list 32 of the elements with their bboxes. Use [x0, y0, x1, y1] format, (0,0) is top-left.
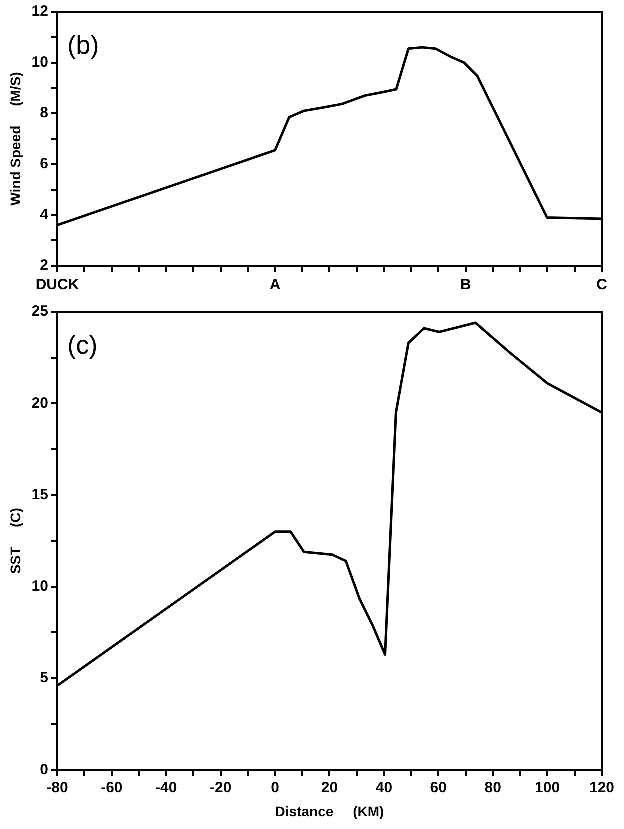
annotation: (c) — [67, 330, 98, 360]
annotation: (b) — [67, 30, 100, 60]
y-tick-label: 10 — [32, 578, 48, 596]
text: B — [460, 276, 472, 294]
y-tick-label: 20 — [32, 394, 48, 412]
y-tick-label: 0 — [40, 761, 48, 778]
y-tick-label: 6 — [40, 156, 48, 173]
y-tick-label: 10 — [32, 54, 48, 71]
x-tick-label: -20 — [210, 779, 232, 796]
x-tick-label: 120 — [589, 779, 615, 796]
text: C — [596, 276, 608, 294]
x-tick-label: 40 — [376, 779, 393, 796]
x-tick-label: 80 — [484, 779, 502, 796]
y-tick-label: 25 — [32, 303, 48, 320]
x-tick-label: 20 — [321, 779, 338, 796]
y-tick-label: 12 — [32, 3, 48, 20]
x-tick-label: 60 — [430, 779, 447, 796]
y-tick-label: 2 — [40, 257, 48, 274]
y-tick-label: 15 — [32, 486, 48, 504]
text: DUCK — [36, 276, 80, 294]
x-tick-label: -40 — [156, 779, 178, 796]
x-axis-title: Distance (KM) — [275, 803, 384, 820]
x-tick-label: -80 — [46, 779, 68, 796]
y-axis-title: SST (C) — [7, 508, 24, 574]
y-tick-label: 5 — [40, 670, 48, 687]
y-tick-label: 4 — [40, 206, 50, 224]
x-tick-label: -60 — [101, 779, 123, 796]
x-tick-label: 100 — [535, 779, 560, 796]
text: A — [270, 276, 281, 294]
y-tick-label: 8 — [40, 104, 48, 122]
y-axis-title: Wind Speed (M/S) — [7, 72, 24, 206]
x-tick-label: 0 — [271, 779, 280, 796]
